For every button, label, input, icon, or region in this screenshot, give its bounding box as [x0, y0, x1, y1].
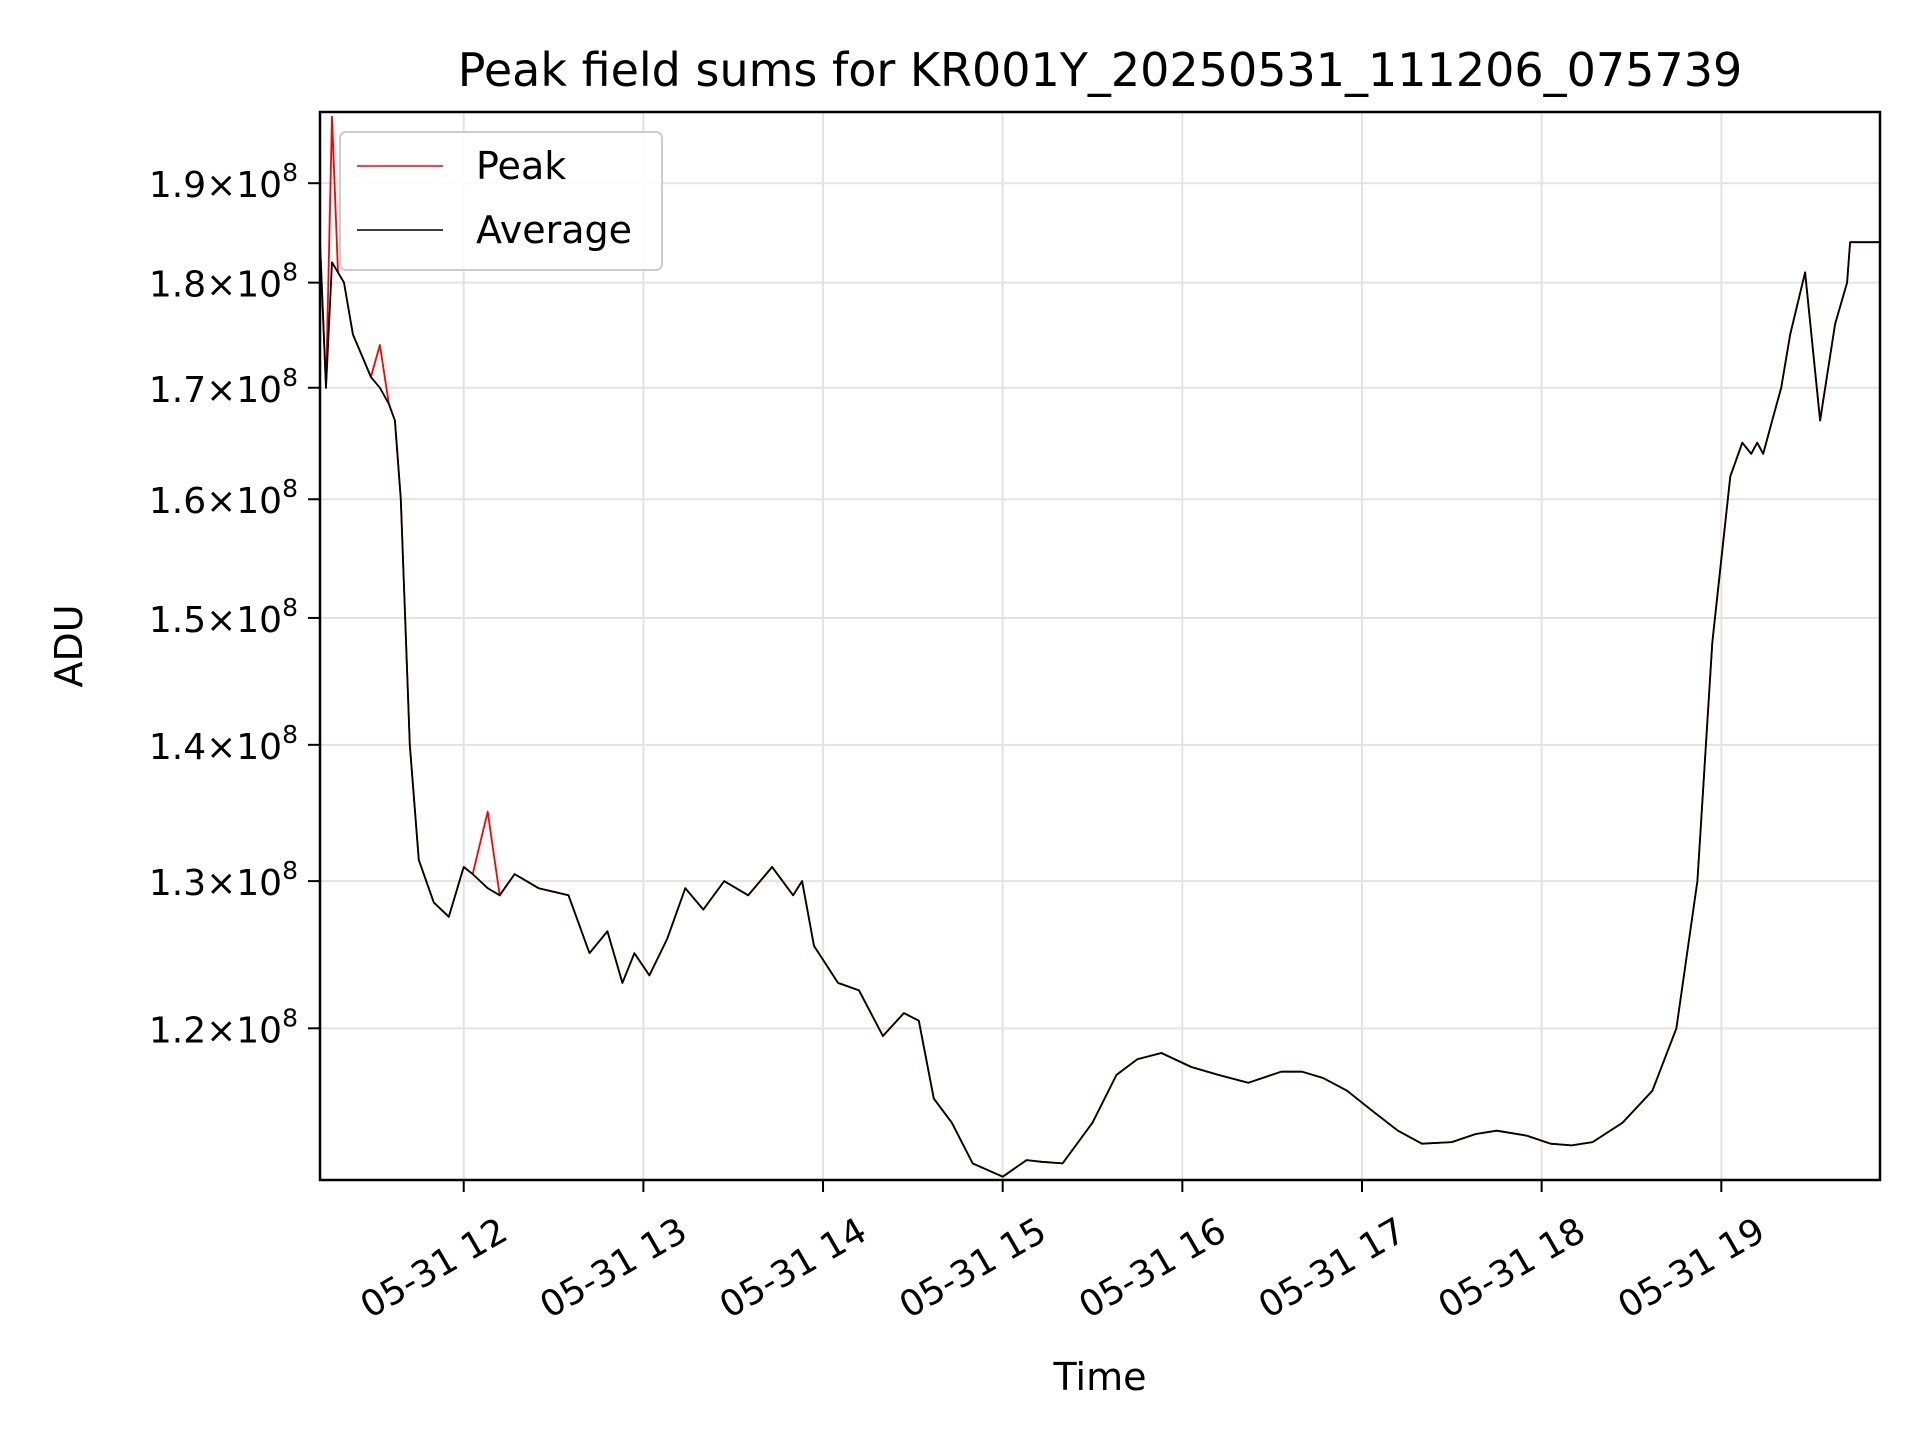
y-tick-label: 1.8×108: [149, 258, 298, 306]
series-line-average: [319, 241, 1880, 1178]
chart-title: Peak field sums for KR001Y_20250531_1112…: [458, 43, 1742, 97]
legend: Peak Average: [339, 131, 663, 271]
legend-label-average: Average: [476, 208, 632, 252]
plot-frame: [318, 110, 1882, 1182]
series-lines: [319, 115, 1880, 1178]
y-tick-label: 1.4×108: [149, 720, 298, 768]
y-tick-label: 1.5×108: [149, 593, 298, 641]
legend-label-peak: Peak: [476, 144, 566, 188]
y-tick-label: 1.9×108: [149, 158, 298, 206]
y-tick-label: 1.7×108: [149, 363, 298, 411]
y-axis-label: ADU: [47, 604, 91, 687]
grid: [320, 112, 1880, 1180]
y-tick-label: 1.3×108: [149, 856, 298, 904]
y-tick-label: 1.2×108: [149, 1003, 298, 1051]
y-axis: 1.2×108 1.3×108 1.4×108 1.5×108 1.6×108 1.7×1…: [149, 158, 320, 1051]
y-tick-label: 1.6×108: [149, 474, 298, 522]
x-axis-label: Time: [1053, 1355, 1147, 1399]
